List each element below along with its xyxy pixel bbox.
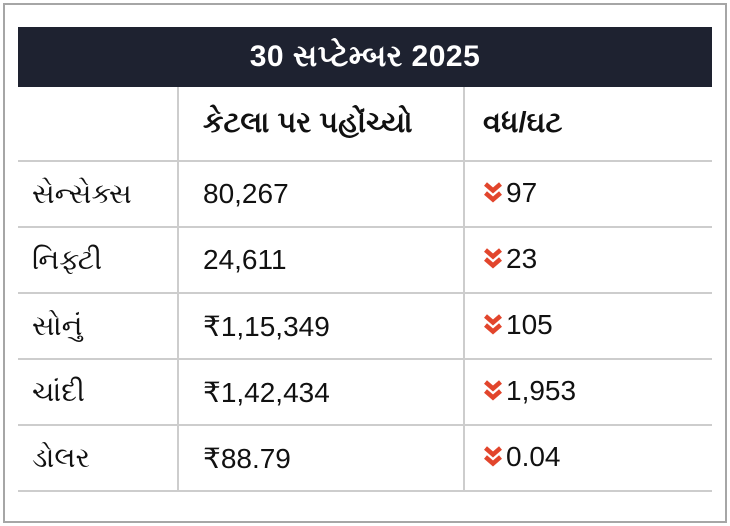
table-row-nifty: નિફ્ટી 24,611 23 [18,227,712,294]
table-row-silver: ચાંદી ₹1,42,434 1,953 [18,359,712,426]
double-down-arrow-icon [483,314,503,336]
change-value: 23 [506,243,538,274]
instrument-value: ₹88.79 [177,425,464,492]
column-header-change: વધ/ઘટ [463,87,712,162]
instrument-name: ચાંદી [18,359,178,426]
change-cell: 23 [463,227,712,294]
instrument-value: ₹1,15,349 [177,293,464,360]
instrument-value: 80,267 [177,161,464,228]
change-cell: 0.04 [463,425,712,492]
table-row-sensex: સેન્સેક્સ 80,267 97 [18,161,712,228]
table-row-gold: સોનું ₹1,15,349 105 [18,293,712,360]
table-row-dollar: ડોલર ₹88.79 0.04 [18,425,712,492]
double-down-arrow-icon [483,380,503,402]
double-down-arrow-icon [483,182,503,204]
instrument-name: નિફ્ટી [18,227,178,294]
instrument-name: સોનું [18,293,178,360]
double-down-arrow-icon [483,248,503,270]
column-header-value: કેટલા પર પહોંચ્યો [177,87,464,162]
change-cell: 97 [463,161,712,228]
market-table: કેટલા પર પહોંચ્યો વધ/ઘટ સેન્સેક્સ 80,267 [18,87,712,492]
instrument-value: ₹1,42,434 [177,359,464,426]
change-value: 97 [506,177,538,208]
table-card: 30 સપ્ટેમ્બર 2025 કેટલા પર પહોંચ્યો વધ/ઘ… [3,3,727,523]
page-title: 30 સપ્ટેમ્બર 2025 [249,40,481,73]
change-cell: 1,953 [463,359,712,426]
change-value: 105 [506,309,553,340]
table-header-row: કેટલા પર પહોંચ્યો વધ/ઘટ [18,87,712,162]
instrument-name: સેન્સેક્સ [18,161,178,228]
change-value: 0.04 [506,441,561,472]
double-down-arrow-icon [483,446,503,468]
change-cell: 105 [463,293,712,360]
column-header-name [18,87,178,162]
instrument-value: 24,611 [177,227,464,294]
instrument-name: ડોલર [18,425,178,492]
title-bar: 30 સપ્ટેમ્બર 2025 [18,27,712,87]
change-value: 1,953 [506,375,577,406]
